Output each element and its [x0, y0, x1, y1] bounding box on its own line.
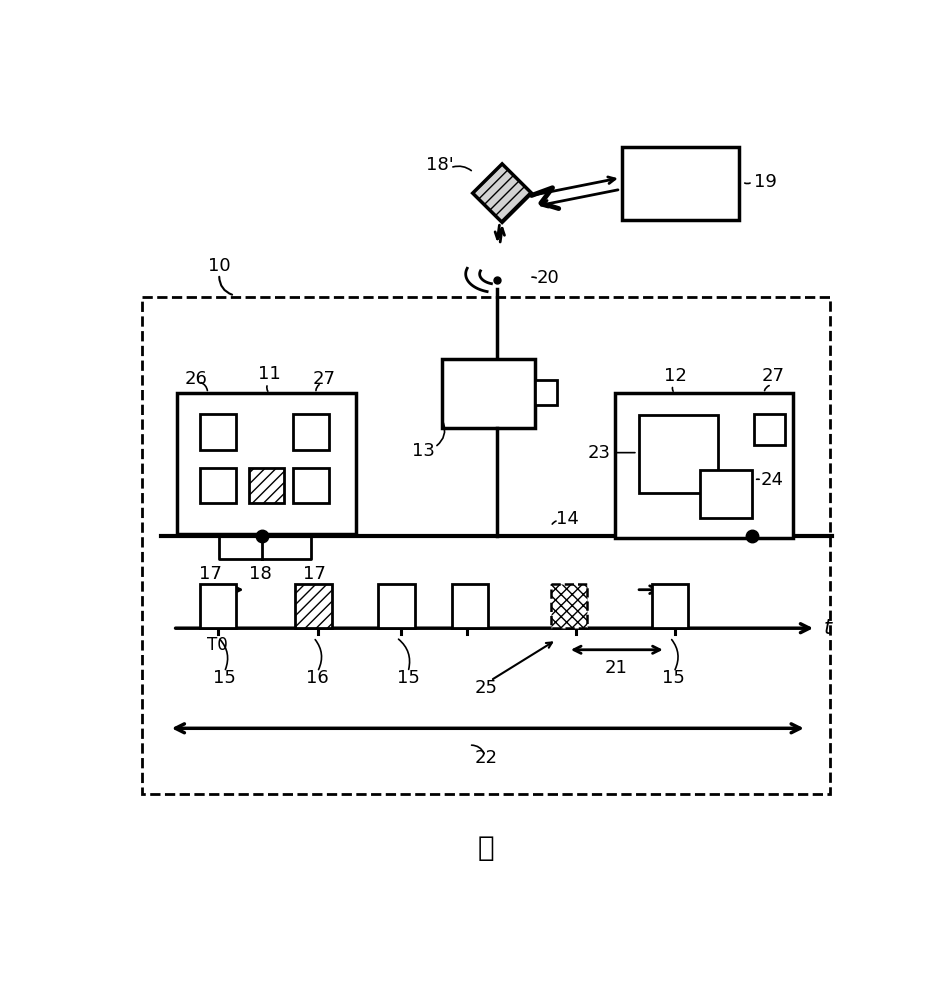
- Bar: [293, 414, 329, 450]
- Text: 27: 27: [313, 370, 336, 388]
- Bar: [551, 584, 588, 628]
- Bar: [248, 468, 284, 503]
- Text: 21: 21: [605, 659, 628, 677]
- Bar: [142, 297, 830, 794]
- Bar: [200, 468, 235, 503]
- Bar: [452, 584, 488, 628]
- Text: 17: 17: [303, 565, 326, 583]
- Text: 18: 18: [249, 565, 272, 583]
- Text: 26: 26: [185, 370, 208, 388]
- Text: 14: 14: [556, 510, 579, 528]
- Bar: [200, 414, 235, 450]
- Text: 20: 20: [537, 269, 559, 287]
- Bar: [378, 584, 414, 628]
- Bar: [639, 415, 719, 493]
- Text: 13: 13: [411, 442, 435, 460]
- Text: 16: 16: [306, 669, 329, 687]
- Bar: [536, 380, 557, 405]
- Bar: [651, 584, 688, 628]
- Text: 10: 10: [208, 257, 230, 275]
- Text: 25: 25: [475, 679, 498, 697]
- Text: 22: 22: [475, 749, 498, 767]
- Text: 23: 23: [588, 444, 611, 462]
- Text: 12: 12: [664, 367, 686, 385]
- Text: 15: 15: [213, 669, 236, 687]
- Bar: [622, 147, 738, 220]
- Bar: [754, 414, 785, 445]
- Text: T0: T0: [208, 636, 228, 654]
- Text: 11: 11: [258, 365, 281, 383]
- Bar: [293, 468, 329, 503]
- Bar: [295, 584, 332, 628]
- Bar: [443, 359, 536, 428]
- Text: 18': 18': [427, 156, 454, 174]
- Text: 24: 24: [760, 471, 783, 489]
- Text: 15: 15: [663, 669, 685, 687]
- Bar: [614, 393, 793, 538]
- Text: 17: 17: [198, 565, 222, 583]
- Text: 27: 27: [762, 367, 785, 385]
- Bar: [200, 584, 236, 628]
- Bar: [700, 470, 753, 518]
- Text: 15: 15: [396, 669, 419, 687]
- Bar: [176, 393, 356, 534]
- Polygon shape: [473, 164, 532, 222]
- Text: 图: 图: [478, 834, 494, 862]
- Text: t: t: [824, 618, 831, 638]
- Text: 19: 19: [754, 173, 776, 191]
